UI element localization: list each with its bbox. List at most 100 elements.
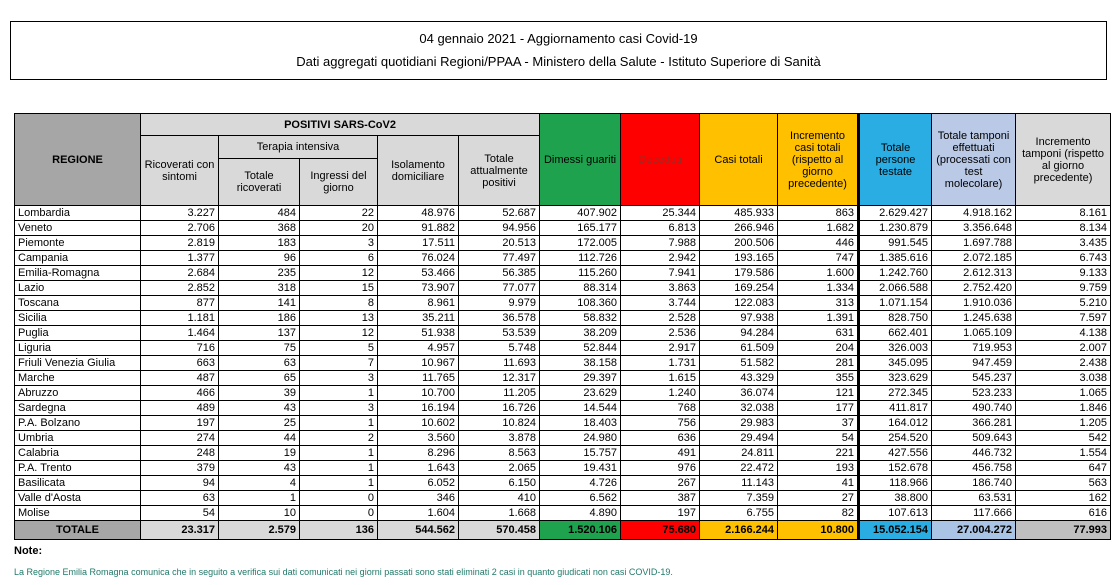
region-cell: Lazio	[14, 280, 141, 296]
value-cell: 63	[140, 490, 219, 506]
value-cell: 3	[299, 235, 378, 251]
value-cell: 235	[218, 265, 300, 281]
table-body: Lombardia 3.227 484 22 48.976 52.687 407.902 25…	[14, 205, 1112, 540]
total-row: TOTALE 23.317 2.579 136 544.562 570.458 1.520.…	[14, 520, 1112, 540]
col-header-casi-totali: Casi totali	[699, 113, 779, 206]
value-cell: 41	[777, 475, 860, 491]
value-cell: 97.938	[699, 310, 779, 326]
value-cell: 267	[620, 475, 701, 491]
value-cell: 2.684	[140, 265, 219, 281]
table-row: Toscana 877 141 8 8.961 9.979 108.360 3.744 122.…	[14, 295, 1112, 311]
table-row: Sardegna 489 43 3 16.194 16.726 14.544 768 32.03…	[14, 400, 1112, 416]
col-group-terapia-intensiva: Terapia intensiva	[218, 135, 378, 159]
col-header-tamponi: Totale tamponi effettuati (processati co…	[931, 113, 1017, 206]
value-cell: 10	[218, 505, 300, 521]
value-cell: 345.095	[857, 355, 933, 371]
value-cell: 491	[620, 445, 701, 461]
value-cell: 456.758	[931, 460, 1017, 476]
value-cell: 107.613	[857, 505, 933, 521]
table-row: Lazio 2.852 318 15 73.907 77.077 88.314 3.863 16…	[14, 280, 1112, 296]
value-cell: 318	[218, 280, 300, 296]
value-cell: 8	[299, 295, 378, 311]
value-cell: 0	[299, 490, 378, 506]
value-cell: 877	[140, 295, 219, 311]
value-cell: 446	[777, 235, 860, 251]
notes-label: Note:	[14, 545, 43, 557]
value-cell: 446.732	[931, 445, 1017, 461]
table-row: Piemonte 2.819 183 3 17.511 20.513 172.005 7.98…	[14, 235, 1112, 251]
value-cell: 43.329	[699, 370, 779, 386]
value-cell: 1	[299, 460, 378, 476]
value-cell: 355	[777, 370, 860, 386]
value-cell: 976	[620, 460, 701, 476]
col-header-totale-ricoverati: Totale ricoverati	[218, 158, 300, 206]
value-cell: 1.065	[1015, 385, 1112, 401]
value-cell: 36.074	[699, 385, 779, 401]
value-cell: 7.988	[620, 235, 701, 251]
value-cell: 10.967	[377, 355, 459, 371]
value-cell: 768	[620, 400, 701, 416]
value-cell: 29.397	[539, 370, 622, 386]
value-cell: 29.983	[699, 415, 779, 431]
col-header-isolamento: Isolamento domiciliare	[377, 135, 459, 206]
value-cell: 94.956	[457, 220, 541, 236]
value-cell: 2.917	[620, 340, 701, 356]
value-cell: 36.578	[457, 310, 541, 326]
value-cell: 2.528	[620, 310, 701, 326]
value-cell: 7.359	[699, 490, 779, 506]
value-cell: 52.844	[539, 340, 622, 356]
value-cell: 1.205	[1015, 415, 1112, 431]
value-cell: 73.907	[377, 280, 459, 296]
region-cell: Veneto	[14, 220, 141, 236]
value-cell: 1	[299, 475, 378, 491]
total-value-cell: 2.166.244	[699, 520, 779, 540]
value-cell: 186	[218, 310, 300, 326]
total-value-cell: 27.004.272	[931, 520, 1017, 540]
value-cell: 1.181	[140, 310, 219, 326]
value-cell: 2.752.420	[931, 280, 1017, 296]
region-cell: Calabria	[14, 445, 141, 461]
col-header-dimessi-guariti: Dimessi guariti	[539, 113, 622, 206]
value-cell: 2.007	[1015, 340, 1112, 356]
value-cell: 94.284	[699, 325, 779, 341]
value-cell: 118.966	[857, 475, 933, 491]
value-cell: 39	[218, 385, 300, 401]
total-label-cell: TOTALE	[14, 520, 141, 540]
region-cell: Emilia-Romagna	[14, 265, 141, 281]
total-value-cell: 10.800	[777, 520, 860, 540]
region-cell: Lombardia	[14, 205, 141, 221]
value-cell: 484	[218, 205, 300, 221]
value-cell: 248	[140, 445, 219, 461]
value-cell: 6.052	[377, 475, 459, 491]
table-row: Marche 487 65 3 11.765 12.317 29.397 1.615 43.32…	[14, 370, 1112, 386]
value-cell: 162	[1015, 490, 1112, 506]
value-cell: 485.933	[699, 205, 779, 221]
value-cell: 6.150	[457, 475, 541, 491]
value-cell: 12	[299, 265, 378, 281]
value-cell: 407.902	[539, 205, 622, 221]
value-cell: 490.740	[931, 400, 1017, 416]
value-cell: 94	[140, 475, 219, 491]
value-cell: 12.317	[457, 370, 541, 386]
value-cell: 20.513	[457, 235, 541, 251]
value-cell: 828.750	[857, 310, 933, 326]
region-cell: Basilicata	[14, 475, 141, 491]
col-header-ricoverati-sintomi: Ricoverati con sintomi	[140, 135, 219, 206]
value-cell: 3.038	[1015, 370, 1112, 386]
value-cell: 221	[777, 445, 860, 461]
col-group-positivi: POSITIVI SARS-CoV2	[139, 113, 541, 136]
value-cell: 663	[140, 355, 219, 371]
col-header-incremento-tamponi: Incremento tamponi (rispetto al giorno p…	[1015, 113, 1112, 206]
value-cell: 1.615	[620, 370, 701, 386]
value-cell: 747	[777, 250, 860, 266]
table-row: Calabria 248 19 1 8.296 8.563 15.757 491 24.811 2…	[14, 445, 1112, 461]
value-cell: 6.813	[620, 220, 701, 236]
value-cell: 122.083	[699, 295, 779, 311]
value-cell: 48.976	[377, 205, 459, 221]
region-cell: Sardegna	[14, 400, 141, 416]
value-cell: 165.177	[539, 220, 622, 236]
value-cell: 54	[140, 505, 219, 521]
value-cell: 88.314	[539, 280, 622, 296]
value-cell: 281	[777, 355, 860, 371]
value-cell: 16.726	[457, 400, 541, 416]
